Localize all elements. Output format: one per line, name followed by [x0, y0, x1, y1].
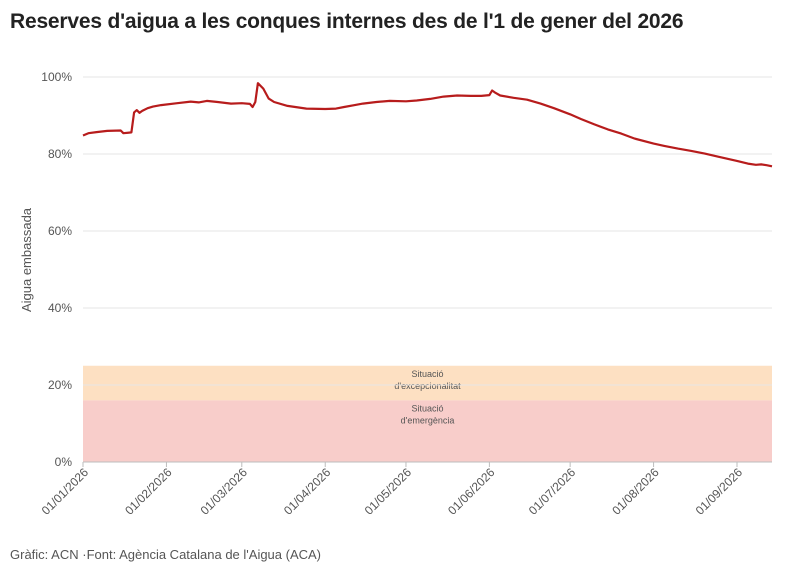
band-label: Situació	[411, 369, 443, 379]
x-tick-label: 01/03/2026	[198, 465, 251, 518]
x-tick-label: 01/04/2026	[281, 465, 334, 518]
y-tick-label: 60%	[48, 224, 72, 238]
x-tick-label: 01/02/2026	[122, 465, 175, 518]
y-tick-label: 40%	[48, 301, 72, 315]
x-tick-label: 01/09/2026	[693, 465, 746, 518]
y-axis: 0% 20% 40% 60% 80% 100%	[41, 70, 72, 469]
band-label: d'emergència	[401, 415, 455, 425]
band-label: Situació	[411, 403, 443, 413]
x-axis: 01/01/2026 01/02/2026 01/03/2026 01/04/2026…	[39, 462, 746, 518]
y-axis-title: Aigua embassada	[19, 207, 34, 312]
x-tick-label: 01/05/2026	[362, 465, 415, 518]
y-tick-label: 0%	[55, 455, 73, 469]
source-footer: Gràfic: ACN ·Font: Agència Catalana de l…	[10, 547, 322, 562]
x-tick-label: 01/08/2026	[609, 465, 662, 518]
threshold-band	[83, 400, 772, 462]
x-tick-label: 01/07/2026	[526, 465, 579, 518]
chart-title: Reserves d'aigua a les conques internes …	[10, 10, 684, 33]
gridlines	[83, 76, 772, 463]
y-tick-label: 80%	[48, 147, 72, 161]
y-tick-label: 20%	[48, 378, 72, 392]
band-label: d'excepcionalitat	[394, 381, 461, 391]
x-tick-label: 01/06/2026	[445, 465, 498, 518]
x-tick-label: 01/01/2026	[39, 465, 92, 518]
threshold-band	[83, 365, 772, 401]
reserves-line	[82, 82, 773, 168]
y-tick-label: 100%	[41, 70, 72, 84]
threshold-bands: Situació d'excepcionalitat Situació d'emerg…	[83, 365, 772, 462]
